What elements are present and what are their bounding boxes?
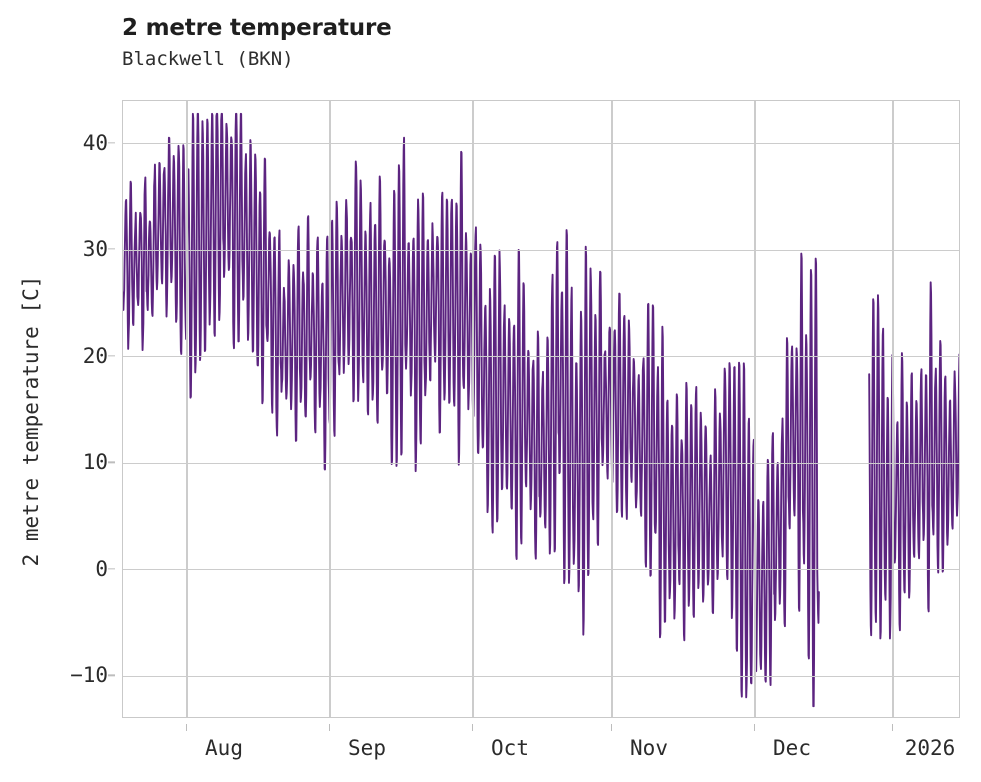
y-axis-tick-labels: −10 0 10 20 30 40 (0, 100, 115, 718)
x-tick-label: Dec (773, 736, 811, 760)
gridline-vertical (186, 101, 188, 717)
y-tick-label: −10 (70, 663, 108, 688)
gridline-vertical (472, 101, 474, 717)
y-tick-label: 40 (82, 130, 108, 155)
y-tick-label: 30 (82, 237, 108, 262)
y-tick-mark (108, 461, 115, 463)
y-tick-label: 10 (82, 450, 108, 475)
temperature-series (123, 112, 959, 708)
title-block: 2 metre temperature Blackwell (BKN) (122, 14, 822, 72)
gridline-vertical (611, 101, 613, 717)
y-tick-mark (108, 674, 115, 677)
x-tick-label: Oct (491, 736, 529, 760)
y-tick-mark (108, 141, 115, 144)
gridline-vertical (892, 101, 894, 717)
x-tick-mark (892, 724, 894, 731)
plot-area (122, 100, 960, 718)
x-tick-mark (186, 724, 188, 731)
gridline-horizontal (123, 249, 959, 251)
x-tick-mark (611, 724, 613, 731)
gridline-vertical (754, 101, 756, 717)
y-tick-label: 0 (95, 556, 108, 581)
x-tick-label: Sep (348, 736, 386, 760)
page-title: 2 metre temperature (122, 15, 392, 41)
y-tick-mark (108, 568, 115, 570)
chart-subtitle: Blackwell (BKN) (122, 48, 294, 70)
gridline-horizontal (123, 462, 959, 464)
series-line-segment (123, 112, 820, 708)
y-tick-mark (108, 248, 115, 250)
x-tick-mark (754, 724, 756, 731)
gridline-horizontal (123, 356, 959, 358)
gridline-vertical (329, 101, 331, 717)
x-tick-label: Aug (205, 736, 243, 760)
x-tick-mark (329, 724, 331, 731)
series-line-segment (868, 281, 959, 640)
x-tick-label: Nov (630, 736, 668, 760)
gridline-horizontal (123, 142, 959, 145)
x-axis-tick-labels: Aug Sep Oct Nov Dec 2026 (122, 724, 960, 764)
gridline-horizontal (123, 675, 959, 678)
gridline-horizontal (123, 569, 959, 571)
y-tick-mark (108, 355, 115, 357)
x-tick-mark (472, 724, 474, 731)
x-tick-label: 2026 (904, 736, 956, 760)
y-tick-label: 20 (82, 343, 108, 368)
